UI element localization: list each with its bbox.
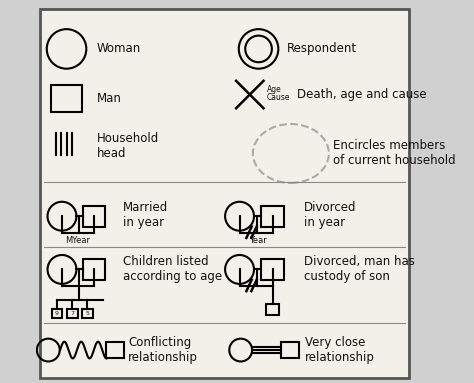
Bar: [266, 304, 279, 315]
Text: Divorced, man has
custody of son: Divorced, man has custody of son: [304, 255, 415, 283]
Text: Children listed
according to age: Children listed according to age: [123, 255, 222, 283]
Bar: [261, 259, 284, 280]
Text: Year: Year: [249, 236, 267, 245]
Text: Woman: Woman: [97, 43, 141, 56]
Bar: [282, 342, 299, 358]
Text: Encircles members
of current household: Encircles members of current household: [333, 139, 456, 167]
Bar: [107, 342, 124, 358]
Text: Cause: Cause: [267, 93, 291, 102]
Bar: [82, 309, 93, 319]
Bar: [67, 309, 78, 319]
Text: Divorced
in year: Divorced in year: [304, 201, 356, 229]
Text: Death, age and cause: Death, age and cause: [297, 88, 426, 101]
FancyBboxPatch shape: [40, 9, 409, 378]
Bar: [82, 259, 105, 280]
Text: Conflicting
relationship: Conflicting relationship: [128, 336, 198, 364]
Text: 5: 5: [85, 311, 90, 316]
Bar: [261, 206, 284, 227]
Bar: [52, 309, 63, 319]
Text: MYear: MYear: [65, 236, 91, 245]
Text: Age: Age: [267, 85, 282, 94]
Text: Household
head: Household head: [97, 132, 159, 160]
Text: Married
in year: Married in year: [123, 201, 168, 229]
Text: Very close
relationship: Very close relationship: [305, 336, 374, 364]
Text: Man: Man: [97, 92, 122, 105]
Text: 7: 7: [70, 311, 74, 316]
Text: Respondent: Respondent: [287, 43, 357, 56]
Bar: [82, 206, 105, 227]
Bar: [51, 85, 82, 112]
Text: 9: 9: [55, 311, 59, 316]
